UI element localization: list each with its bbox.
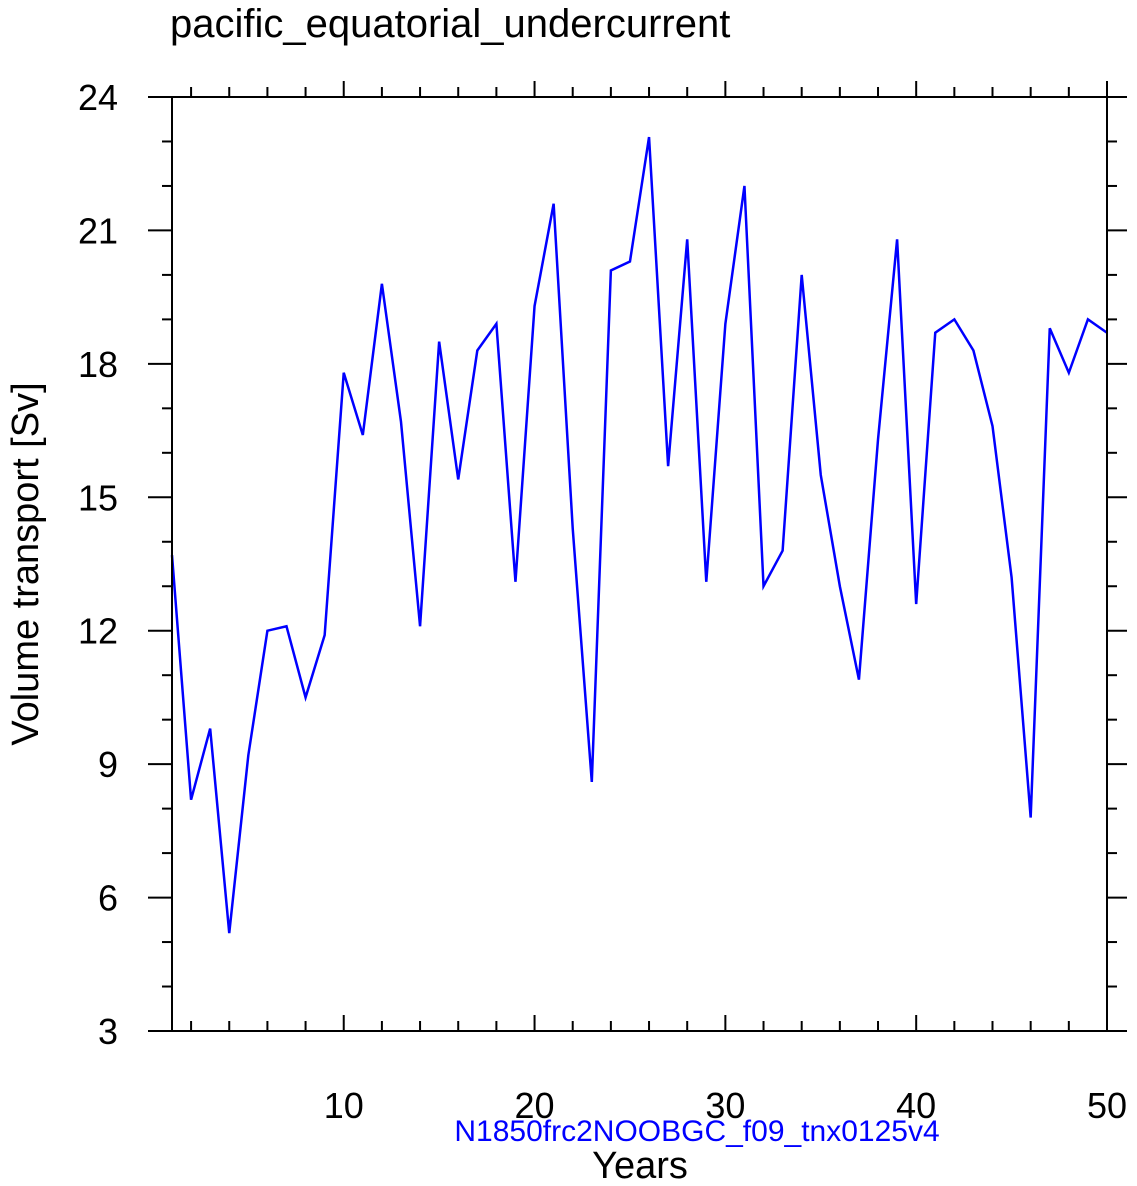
x-tick-label: 40 xyxy=(896,1085,936,1126)
x-tick-labels: 10 20 30 40 50 xyxy=(324,1085,1127,1126)
x-tick-label: 20 xyxy=(515,1085,555,1126)
series-group xyxy=(170,136,1108,934)
y-tick-labels: 3 6 9 12 15 18 21 24 xyxy=(78,77,118,1052)
x-tick-label: 10 xyxy=(324,1085,364,1126)
y-axis-label: Volume transport [Sv] xyxy=(5,382,47,745)
chart-title: pacific_equatorial_undercurrent xyxy=(170,2,730,46)
plot-frame xyxy=(171,96,1108,1032)
y-tick-label: 12 xyxy=(78,611,118,652)
y-tick-label: 15 xyxy=(78,477,118,518)
series-line xyxy=(170,136,1108,934)
x-tick-label: 30 xyxy=(705,1085,745,1126)
y-tick-label: 21 xyxy=(78,210,118,251)
x-axis-label: Years xyxy=(592,1145,688,1186)
y-tick-label: 3 xyxy=(98,1011,118,1052)
y-tick-label: 18 xyxy=(78,344,118,385)
y-tick-label: 6 xyxy=(98,878,118,919)
y-tick-label: 24 xyxy=(78,77,118,118)
y-tick-label: 9 xyxy=(98,744,118,785)
tick-marks xyxy=(148,81,1127,1032)
run-subtitle: N1850frc2NOOBGC_f09_tnx0125v4 xyxy=(454,1115,939,1148)
x-tick-label: 50 xyxy=(1087,1085,1127,1126)
